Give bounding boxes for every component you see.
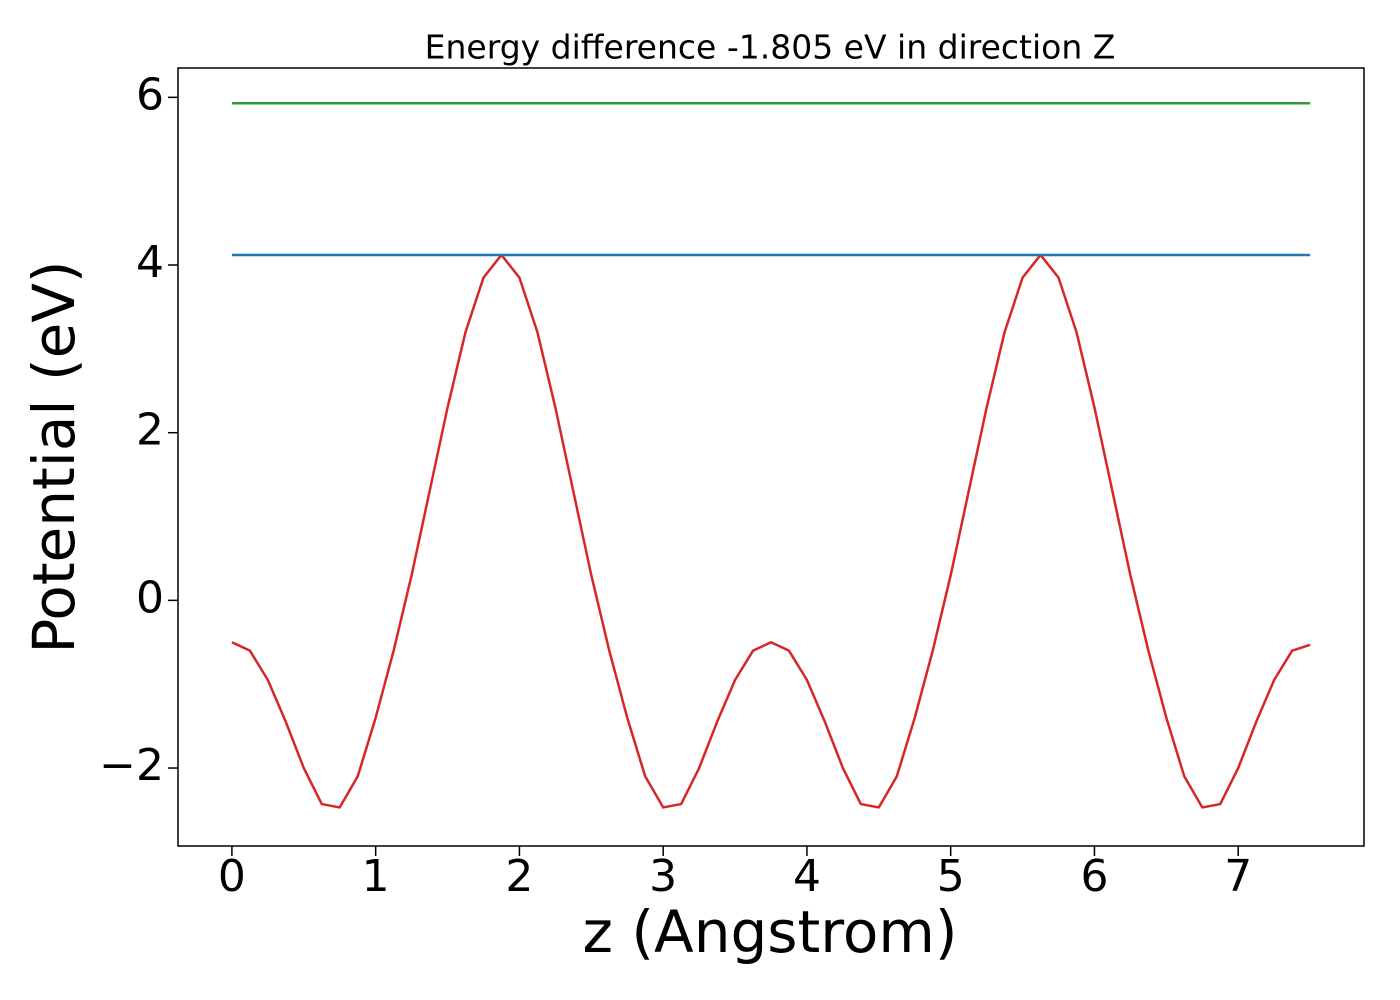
y-axis-label: Potential (eV) bbox=[20, 260, 88, 653]
x-tick-label: 7 bbox=[1224, 851, 1252, 902]
y-tick-label: 0 bbox=[136, 572, 164, 623]
x-tick-label: 2 bbox=[505, 851, 533, 902]
x-tick-label: 4 bbox=[793, 851, 821, 902]
x-tick-label: 1 bbox=[362, 851, 390, 902]
y-tick-label: −2 bbox=[99, 740, 164, 791]
x-tick-label: 0 bbox=[218, 851, 246, 902]
x-tick-label: 5 bbox=[937, 851, 965, 902]
plot-frame bbox=[177, 67, 1365, 847]
y-tick-label: 6 bbox=[136, 69, 164, 120]
data-line bbox=[231, 253, 1311, 809]
x-axis-label: z (Angstrom) bbox=[583, 898, 958, 966]
x-tick-label: 6 bbox=[1080, 851, 1108, 902]
x-tick-label: 3 bbox=[649, 851, 677, 902]
y-tick-label: 4 bbox=[136, 237, 164, 288]
chart-title: Energy difference -1.805 eV in direction… bbox=[425, 28, 1116, 67]
y-tick-label: 2 bbox=[136, 405, 164, 456]
